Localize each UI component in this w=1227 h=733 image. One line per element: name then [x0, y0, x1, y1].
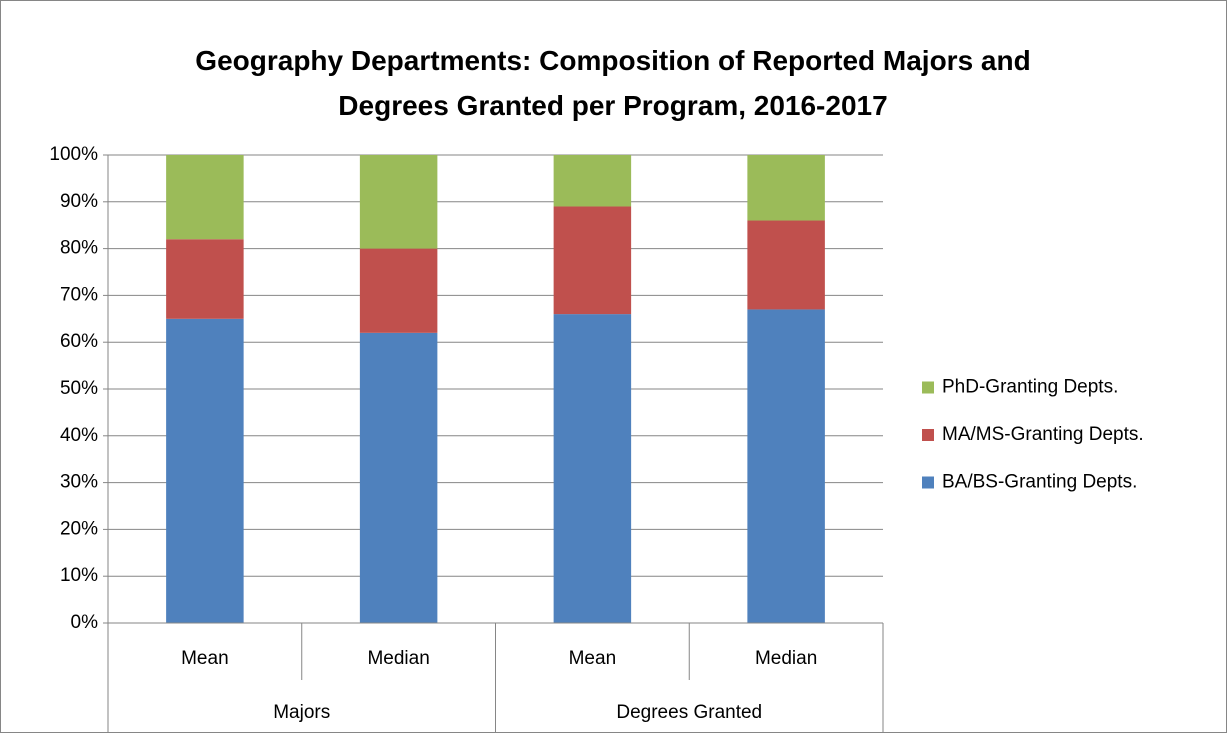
bar-segment — [166, 318, 244, 623]
legend-swatch — [922, 429, 934, 441]
legend-swatch — [922, 476, 934, 489]
bar-segment — [359, 332, 438, 623]
x-tick-label: Median — [755, 648, 817, 669]
y-tick-label: 80% — [60, 238, 98, 259]
group-label: Majors — [273, 702, 330, 723]
group-label: Degrees Granted — [616, 702, 762, 723]
bar-segment — [166, 155, 244, 240]
y-tick-label: 50% — [60, 378, 98, 399]
y-tick-label: 0% — [71, 612, 99, 633]
bar-segment — [747, 155, 825, 221]
y-tick-label: 60% — [60, 331, 98, 352]
y-tick-label: 10% — [60, 565, 98, 586]
chart-title: Geography Departments: Composition of Re… — [195, 45, 1031, 121]
y-tick-label: 90% — [60, 191, 98, 212]
legend-swatch — [922, 381, 934, 394]
bar-segment — [553, 206, 632, 315]
bar-segment — [553, 314, 632, 623]
legend-label: BA/BS-Granting Depts. — [942, 472, 1137, 493]
y-tick-label: 30% — [60, 472, 98, 493]
x-tick-label: Mean — [569, 648, 617, 669]
legend-label: MA/MS-Granting Depts. — [942, 424, 1144, 445]
bar-segment — [359, 155, 438, 249]
bar-segment — [747, 309, 825, 623]
y-tick-label: 40% — [60, 425, 98, 446]
bar-segment — [747, 220, 825, 310]
bar-segment — [359, 248, 438, 333]
legend-label: PhD-Granting Depts. — [942, 377, 1118, 398]
y-tick-label: 70% — [60, 284, 98, 305]
x-tick-label: Median — [367, 648, 429, 669]
bar-segment — [166, 239, 244, 319]
x-tick-label: Mean — [181, 648, 229, 669]
bar-segment — [553, 155, 632, 207]
y-tick-label: 100% — [49, 144, 98, 165]
y-tick-label: 20% — [60, 518, 98, 539]
